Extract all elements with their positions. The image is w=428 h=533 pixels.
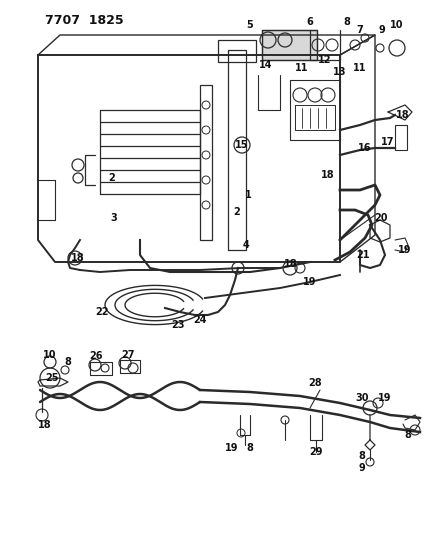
Text: 8: 8 — [404, 430, 411, 440]
Text: 20: 20 — [374, 213, 388, 223]
Text: 15: 15 — [235, 140, 249, 150]
Text: 10: 10 — [390, 20, 404, 30]
Text: 24: 24 — [193, 315, 207, 325]
Text: 19: 19 — [225, 443, 239, 453]
Text: 7: 7 — [357, 25, 363, 35]
Bar — [200, 85, 212, 240]
Text: 14: 14 — [259, 60, 273, 70]
Bar — [262, 30, 317, 60]
Text: 8: 8 — [344, 17, 351, 27]
Text: 11: 11 — [295, 63, 309, 73]
Bar — [395, 125, 407, 150]
Text: 29: 29 — [309, 447, 323, 457]
Text: 11: 11 — [353, 63, 367, 73]
Text: 27: 27 — [121, 350, 135, 360]
Text: 18: 18 — [321, 170, 335, 180]
Text: 19: 19 — [303, 277, 317, 287]
Text: 25: 25 — [45, 373, 59, 383]
Text: 8: 8 — [359, 451, 366, 461]
Text: 2: 2 — [109, 173, 116, 183]
Text: 18: 18 — [284, 259, 298, 269]
Text: 1: 1 — [245, 190, 251, 200]
Bar — [218, 40, 256, 62]
Text: 19: 19 — [398, 245, 412, 255]
Text: 3: 3 — [110, 213, 117, 223]
Text: 22: 22 — [95, 307, 109, 317]
Text: 18: 18 — [396, 110, 410, 120]
Text: 10: 10 — [43, 350, 57, 360]
Text: 16: 16 — [358, 143, 372, 153]
Text: 26: 26 — [89, 351, 103, 361]
Text: 18: 18 — [71, 253, 85, 263]
Bar — [262, 30, 317, 60]
Bar — [228, 50, 246, 250]
Text: 6: 6 — [306, 17, 313, 27]
Text: 13: 13 — [333, 67, 347, 77]
Text: 30: 30 — [355, 393, 369, 403]
Text: 18: 18 — [38, 420, 52, 430]
Text: 4: 4 — [243, 240, 250, 250]
Text: 7707  1825: 7707 1825 — [45, 14, 124, 27]
Text: 17: 17 — [381, 137, 395, 147]
Text: 5: 5 — [247, 20, 253, 30]
Text: 9: 9 — [359, 463, 366, 473]
Text: 21: 21 — [356, 250, 370, 260]
Text: 9: 9 — [379, 25, 385, 35]
Text: 28: 28 — [308, 378, 322, 388]
Text: 8: 8 — [247, 443, 253, 453]
Text: 8: 8 — [65, 357, 71, 367]
Text: 19: 19 — [378, 393, 392, 403]
Text: 12: 12 — [318, 55, 332, 65]
Text: 23: 23 — [171, 320, 185, 330]
Text: 2: 2 — [234, 207, 241, 217]
